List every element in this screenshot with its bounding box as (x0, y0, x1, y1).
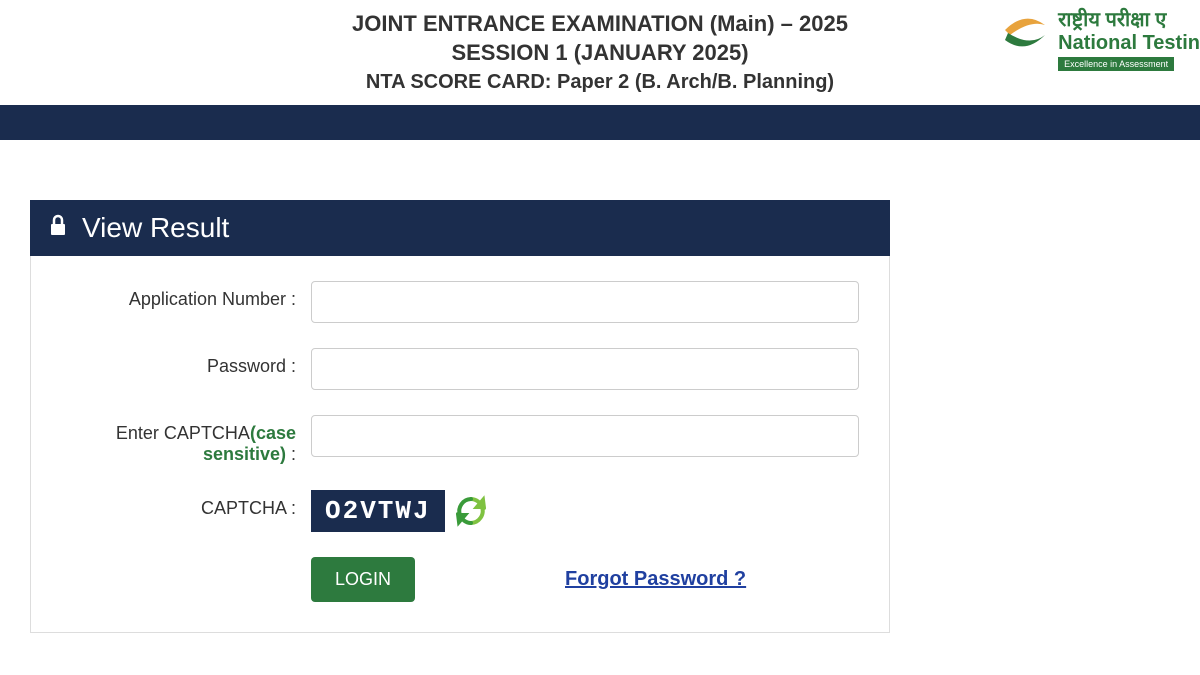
page-header: JOINT ENTRANCE EXAMINATION (Main) – 2025… (0, 0, 1200, 100)
login-form: Application Number : Password : Enter CA… (30, 256, 890, 633)
password-row: Password : (61, 348, 859, 390)
password-label: Password : (61, 348, 311, 377)
refresh-captcha-icon[interactable] (455, 495, 487, 527)
view-result-panel: View Result Application Number : Passwor… (30, 200, 890, 633)
panel-header: View Result (30, 200, 890, 256)
scorecard-title: NTA SCORE CARD: Paper 2 (B. Arch/B. Plan… (0, 69, 1200, 95)
captcha-display-label: CAPTCHA : (61, 490, 311, 519)
nta-logo-area: राष्ट्रीय परीक्षा ए National Testin Exce… (1000, 5, 1200, 71)
lock-icon (48, 214, 68, 242)
captcha-display: O2VTWJ (311, 490, 859, 532)
app-number-label: Application Number : (61, 281, 311, 310)
app-number-input[interactable] (311, 281, 859, 323)
logo-english-text: National Testin (1058, 32, 1200, 55)
nta-logo-icon (1000, 5, 1050, 55)
captcha-input-row: Enter CAPTCHA(case sensitive) : (61, 415, 859, 465)
password-input[interactable] (311, 348, 859, 390)
captcha-input-label: Enter CAPTCHA(case sensitive) : (61, 415, 311, 465)
login-button[interactable]: LOGIN (311, 557, 415, 602)
app-number-row: Application Number : (61, 281, 859, 323)
panel-title: View Result (82, 212, 229, 244)
logo-tagline: Excellence in Assessment (1058, 57, 1174, 71)
forgot-password-link[interactable]: Forgot Password ? (565, 568, 746, 591)
nta-logo-text: राष्ट्रीय परीक्षा ए National Testin Exce… (1058, 5, 1200, 71)
captcha-label-prefix: Enter CAPTCHA (116, 423, 250, 443)
captcha-image: O2VTWJ (311, 490, 445, 532)
nav-bar (0, 105, 1200, 140)
main-content: View Result Application Number : Passwor… (0, 140, 1200, 633)
logo-hindi-text: राष्ट्रीय परीक्षा ए (1058, 5, 1200, 32)
captcha-label-suffix: : (286, 444, 296, 464)
captcha-display-row: CAPTCHA : O2VTWJ (61, 490, 859, 532)
button-row: LOGIN Forgot Password ? (61, 557, 859, 602)
captcha-input[interactable] (311, 415, 859, 457)
